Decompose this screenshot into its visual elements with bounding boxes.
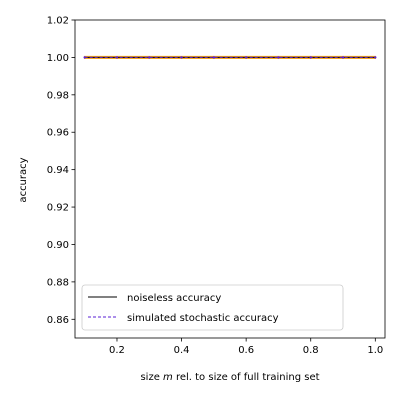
legend-box — [81, 284, 344, 331]
data-point — [244, 56, 248, 59]
data-point — [83, 56, 86, 59]
data-point — [277, 56, 280, 59]
y-tick-label: 0.94 — [47, 165, 69, 176]
legend-label-simulated-stochastic-accuracy: simulated stochastic accuracy — [127, 313, 279, 324]
y-tick-label: 0.88 — [47, 277, 69, 288]
y-tick-label: 1.00 — [47, 53, 69, 64]
axes-frame — [74, 19, 386, 339]
x-tick-label: 0.2 — [109, 345, 125, 356]
y-tick-label: 0.86 — [47, 315, 69, 326]
x-axis-label: size m rel. to size of full training set — [140, 372, 319, 383]
data-point — [180, 56, 183, 59]
y-tick-label: 0.92 — [47, 203, 69, 214]
y-axis-label: accuracy — [18, 157, 29, 202]
y-tick-label: 0.90 — [47, 240, 69, 251]
x-axis-label-variable: m — [163, 372, 173, 383]
data-point — [115, 56, 119, 59]
data-point — [212, 56, 216, 59]
x-tick-label: 0.4 — [174, 345, 190, 356]
x-tick-label: 0.6 — [238, 345, 254, 356]
data-point — [309, 56, 312, 59]
legend: noiseless accuracy simulated stochastic … — [81, 284, 344, 331]
plot-layer — [83, 55, 377, 59]
x-axis-label-pre: size — [140, 372, 163, 383]
y-tick-label: 0.98 — [47, 90, 69, 101]
y-tick-label: 0.96 — [47, 128, 69, 139]
legend-label-noiseless-accuracy: noiseless accuracy — [127, 293, 221, 304]
x-tick-label: 0.8 — [303, 345, 319, 356]
x-axis-label-post: rel. to size of full training set — [173, 372, 320, 383]
data-point — [374, 56, 377, 59]
data-point — [148, 56, 151, 59]
y-tick-label: 1.02 — [47, 16, 69, 27]
x-tick-label: 1.0 — [367, 345, 383, 356]
data-point — [341, 56, 345, 59]
ticks-layer: 0.2 0.4 0.6 0.8 1.0 0.86 0.88 0.90 0.92 0.94 0.96 0… — [47, 16, 384, 357]
